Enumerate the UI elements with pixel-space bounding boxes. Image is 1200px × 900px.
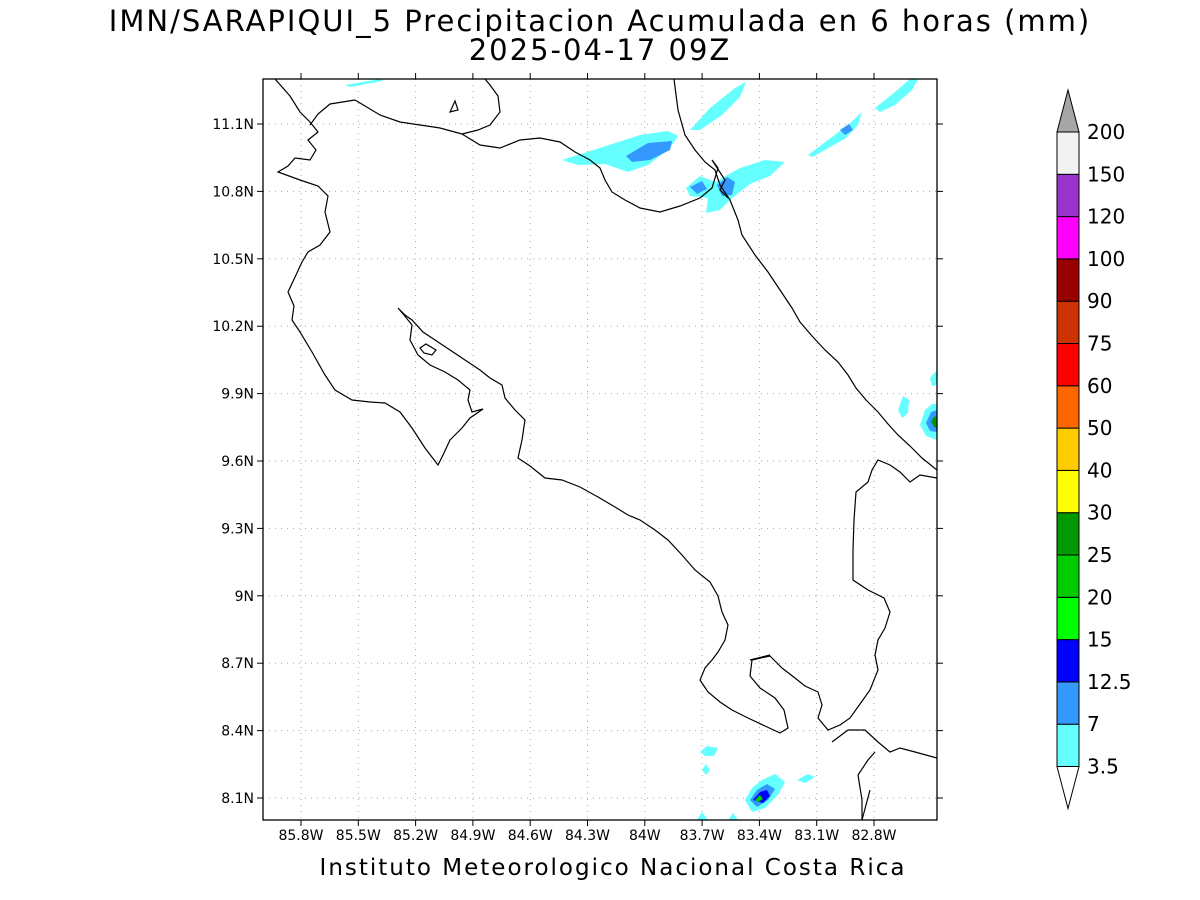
lon-tick-label: 83.4W: [737, 828, 782, 844]
precip-cell: [686, 160, 785, 213]
precip-cell: [626, 141, 672, 162]
legend-label: 90: [1087, 289, 1112, 313]
lon-tick-label: 85.5W: [336, 828, 381, 844]
lat-tick-label: 8.4N: [221, 724, 254, 740]
coastline: [274, 79, 937, 820]
legend-swatch: [1056, 300, 1080, 345]
lon-tick-label: 84.6W: [508, 828, 553, 844]
legend-swatch: [1056, 596, 1080, 641]
lat-tick-label: 9.6N: [221, 454, 254, 470]
precip-cell: [808, 112, 862, 157]
lon-tick-label: 83.1W: [794, 828, 839, 844]
legend-swatch: [1056, 131, 1080, 175]
lat-tick-label: 9N: [235, 589, 254, 605]
precip-cell: [931, 416, 937, 428]
lake-island: [448, 99, 459, 113]
legend-label: 3.5: [1087, 755, 1119, 779]
precip-cell: [690, 181, 707, 194]
lat-tick-label: 8.1N: [221, 791, 254, 807]
precip-cell: [345, 79, 383, 87]
precip-fields: [345, 79, 937, 820]
lat-tick-label: 11.1N: [212, 117, 254, 133]
legend-swatch: [1056, 512, 1080, 556]
legend-swatch: [1056, 427, 1080, 471]
coastline-caribbean: [673, 79, 937, 471]
legend-swatch: [1056, 639, 1080, 683]
lon-tick-label: 85.2W: [393, 828, 438, 844]
gridlines: [263, 79, 937, 820]
institute-credit: Instituto Meteorologico Nacional Costa R…: [319, 855, 907, 881]
precip-cell: [690, 82, 746, 130]
legend-label: 25: [1087, 543, 1112, 567]
precip-cell: [875, 79, 918, 112]
lon-tick-label: 85.8W: [278, 828, 323, 844]
precip-cell: [797, 774, 815, 783]
map-frame: [262, 78, 938, 821]
legend-label: 12.5: [1087, 670, 1132, 694]
color-legend: 3.5 7 12.5 15 20 25 30 40 50 60 75 90 100 120 150 200: [1056, 88, 1132, 811]
legend-underflow-triangle: [1056, 766, 1080, 811]
legend-label: 15: [1087, 628, 1112, 652]
precip-cell: [562, 131, 678, 172]
island-gulf: [419, 343, 437, 356]
legend-swatch: [1056, 681, 1080, 725]
legend-swatch: [1056, 216, 1080, 260]
legend-label: 20: [1087, 585, 1112, 609]
lat-tick-label: 8.7N: [221, 656, 254, 672]
map-date: 2025-04-17 09Z: [468, 33, 732, 67]
precip-cell: [755, 795, 763, 802]
coastline-pacific: [274, 79, 937, 734]
lon-tick-label: 84.9W: [450, 828, 495, 844]
lat-tick-label: 10.5N: [212, 252, 254, 268]
legend-label: 75: [1087, 332, 1112, 356]
lat-tick-label: 10.2N: [212, 319, 254, 335]
border-panama: [749, 654, 871, 820]
lon-tick-label: 84.3W: [565, 828, 610, 844]
legend-swatch: [1056, 173, 1080, 218]
border-nicaragua: [309, 79, 729, 213]
precip-cell: [700, 746, 718, 756]
legend-label: 60: [1087, 374, 1112, 398]
legend-swatch: [1056, 723, 1080, 768]
legend-swatch: [1056, 258, 1080, 302]
axis-ticks: 11.1N 10.8N 10.5N 10.2N 9.9N 9.6N 9.3N 9N 8.7N 8.…: [212, 73, 943, 844]
legend-label: 200: [1087, 120, 1125, 144]
legend-label: 150: [1087, 162, 1125, 186]
coastline-burica: [857, 751, 876, 820]
legend-label: 30: [1087, 501, 1112, 525]
lon-tick-label: 83.7W: [680, 828, 725, 844]
legend-label: 50: [1087, 416, 1112, 440]
legend-label: 7: [1087, 712, 1100, 736]
legend-label: 100: [1087, 247, 1125, 271]
lat-tick-label: 9.3N: [221, 521, 254, 537]
lon-tick-label: 84W: [629, 828, 661, 844]
lat-tick-label: 10.8N: [212, 184, 254, 200]
legend-overflow-triangle: [1056, 88, 1080, 133]
precip-cell: [840, 124, 853, 135]
legend-swatch: [1056, 469, 1080, 514]
legend-swatch: [1056, 385, 1080, 429]
legend-label: 120: [1087, 205, 1125, 229]
coastline-south: [831, 729, 937, 759]
precip-cell: [898, 396, 909, 418]
precip-cell: [728, 813, 738, 820]
precip-cell: [702, 764, 710, 775]
lon-tick-label: 82.8W: [851, 828, 896, 844]
precip-cell: [697, 812, 708, 820]
legend-swatch: [1056, 554, 1080, 598]
lat-tick-label: 9.9N: [221, 387, 254, 403]
legend-swatch: [1056, 343, 1080, 387]
map-title: IMN/SARAPIQUI_5 Precipitacion Acumulada …: [108, 4, 1092, 38]
precip-cell: [930, 370, 937, 386]
legend-label: 40: [1087, 458, 1112, 482]
